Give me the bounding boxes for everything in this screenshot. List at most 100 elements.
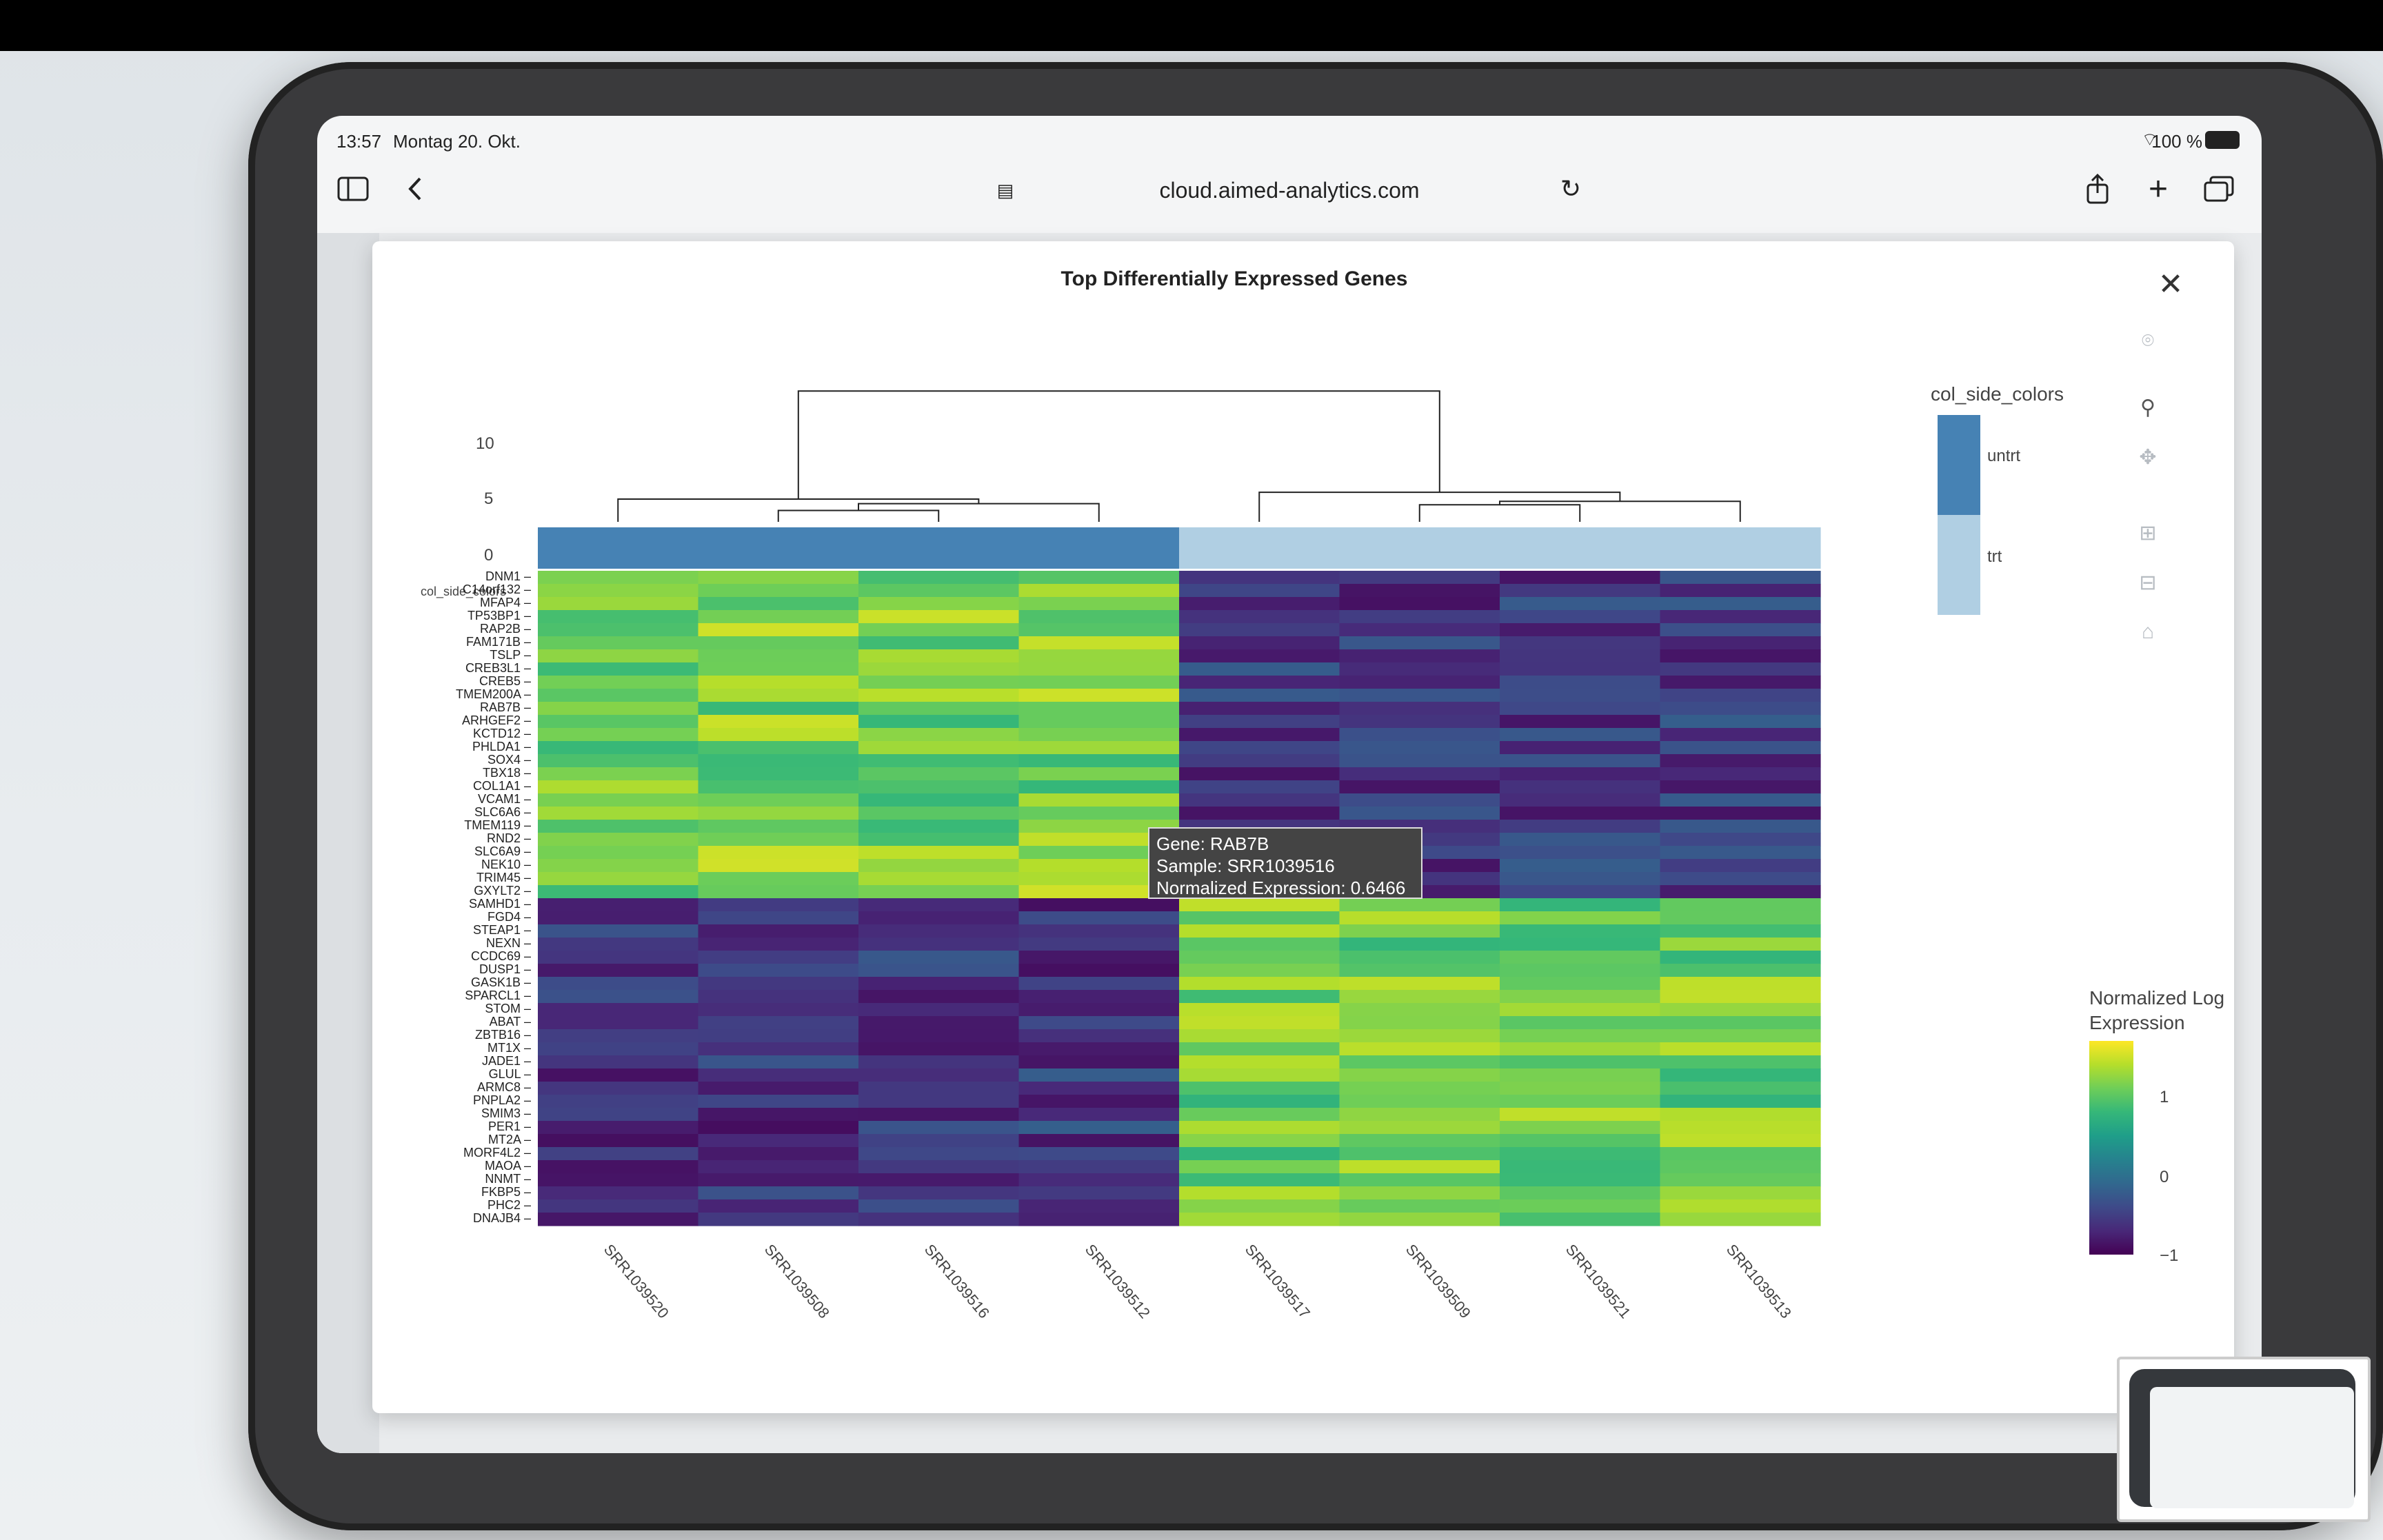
heatmap-cell[interactable]: [1500, 833, 1661, 847]
heatmap-cell[interactable]: [858, 767, 1020, 781]
heatmap-cell[interactable]: [858, 1055, 1020, 1069]
heatmap-cell[interactable]: [1179, 1082, 1340, 1095]
heatmap-cell[interactable]: [1018, 1186, 1180, 1200]
heatmap-cell[interactable]: [698, 846, 859, 860]
heatmap-cell[interactable]: [698, 1042, 859, 1056]
heatmap-cell[interactable]: [858, 977, 1020, 991]
heatmap-cell[interactable]: [1018, 1055, 1180, 1069]
heatmap-cell[interactable]: [1179, 610, 1340, 624]
heatmap-cell[interactable]: [1500, 597, 1661, 611]
heatmap-cell[interactable]: [698, 793, 859, 807]
heatmap-cell[interactable]: [1660, 807, 1821, 820]
heatmap-cell[interactable]: [698, 820, 859, 833]
heatmap-cell[interactable]: [858, 1147, 1020, 1161]
heatmap-cell[interactable]: [1018, 951, 1180, 964]
heatmap-cell[interactable]: [858, 1134, 1020, 1148]
heatmap-cell[interactable]: [1500, 924, 1661, 938]
heatmap-cell[interactable]: [698, 610, 859, 624]
heatmap-cell[interactable]: [858, 1042, 1020, 1056]
heatmap-cell[interactable]: [858, 951, 1020, 964]
heatmap-cell[interactable]: [1018, 977, 1180, 991]
sidebar-toggle-icon[interactable]: [331, 167, 375, 211]
heatmap-cell[interactable]: [538, 636, 699, 650]
heatmap-cell[interactable]: [1179, 780, 1340, 794]
heatmap-cell[interactable]: [1500, 676, 1661, 689]
heatmap-cell[interactable]: [858, 662, 1020, 676]
heatmap-cell[interactable]: [1660, 662, 1821, 676]
heatmap-cell[interactable]: [1660, 1199, 1821, 1213]
heatmap-cell[interactable]: [1018, 1160, 1180, 1174]
zoom-out-icon[interactable]: ⊟: [2139, 571, 2157, 594]
heatmap-cell[interactable]: [858, 741, 1020, 755]
heatmap-cell[interactable]: [1500, 1213, 1661, 1226]
heatmap-cell[interactable]: [698, 1003, 859, 1017]
heatmap-cell[interactable]: [1500, 859, 1661, 873]
heatmap-cell[interactable]: [1660, 741, 1821, 755]
heatmap-cell[interactable]: [1500, 977, 1661, 991]
heatmap-cell[interactable]: [698, 1199, 859, 1213]
heatmap-cell[interactable]: [1018, 898, 1180, 912]
heatmap-cell[interactable]: [858, 898, 1020, 912]
heatmap-cell[interactable]: [698, 1108, 859, 1122]
heatmap-cell[interactable]: [538, 1055, 699, 1069]
heatmap-cell[interactable]: [698, 938, 859, 951]
heatmap-cell[interactable]: [1339, 1213, 1500, 1226]
heatmap-cell[interactable]: [1179, 728, 1340, 742]
heatmap-cell[interactable]: [1179, 1213, 1340, 1226]
heatmap-cell[interactable]: [1660, 780, 1821, 794]
tabs-overview-icon[interactable]: [2197, 167, 2241, 211]
heatmap-cell[interactable]: [538, 1016, 699, 1030]
heatmap-cell[interactable]: [1179, 649, 1340, 663]
heatmap-cell[interactable]: [538, 872, 699, 886]
heatmap-cell[interactable]: [1500, 780, 1661, 794]
heatmap-cell[interactable]: [1339, 689, 1500, 702]
heatmap-cell[interactable]: [858, 807, 1020, 820]
heatmap-cell[interactable]: [1179, 964, 1340, 977]
heatmap-cell[interactable]: [1660, 924, 1821, 938]
heatmap-cell[interactable]: [858, 964, 1020, 977]
heatmap-cell[interactable]: [538, 1186, 699, 1200]
heatmap-cell[interactable]: [538, 898, 699, 912]
heatmap-cell[interactable]: [1339, 702, 1500, 716]
heatmap-cell[interactable]: [538, 623, 699, 637]
heatmap-cell[interactable]: [1339, 1016, 1500, 1030]
picture-in-picture-thumbnail[interactable]: [2117, 1357, 2371, 1522]
heatmap-cell[interactable]: [698, 1082, 859, 1095]
heatmap-cell[interactable]: [1339, 1199, 1500, 1213]
heatmap-cell[interactable]: [1500, 1042, 1661, 1056]
heatmap-cell[interactable]: [1500, 584, 1661, 598]
heatmap-cell[interactable]: [1660, 1055, 1821, 1069]
heatmap-cell[interactable]: [1339, 911, 1500, 925]
heatmap-cell[interactable]: [858, 1160, 1020, 1174]
heatmap-cell[interactable]: [1660, 571, 1821, 585]
heatmap-cell[interactable]: [1018, 859, 1180, 873]
heatmap-cell[interactable]: [1018, 571, 1180, 585]
heatmap-cell[interactable]: [1179, 990, 1340, 1004]
heatmap-cell[interactable]: [1500, 636, 1661, 650]
heatmap-cell[interactable]: [858, 1095, 1020, 1108]
heatmap-cell[interactable]: [1339, 715, 1500, 729]
heatmap-cell[interactable]: [1660, 977, 1821, 991]
heatmap-cell[interactable]: [698, 1147, 859, 1161]
heatmap-cell[interactable]: [1179, 1016, 1340, 1030]
heatmap-cell[interactable]: [1339, 636, 1500, 650]
heatmap-cell[interactable]: [1018, 636, 1180, 650]
zoom-in-icon[interactable]: ⊞: [2139, 521, 2157, 545]
heatmap-cell[interactable]: [1660, 833, 1821, 847]
heatmap-cell[interactable]: [1018, 1173, 1180, 1187]
heatmap-cell[interactable]: [1500, 715, 1661, 729]
heatmap-cell[interactable]: [1660, 689, 1821, 702]
heatmap-cell[interactable]: [698, 754, 859, 768]
heatmap-cell[interactable]: [858, 676, 1020, 689]
heatmap-cell[interactable]: [1179, 924, 1340, 938]
heatmap-cell[interactable]: [1018, 689, 1180, 702]
heatmap-cell[interactable]: [1179, 938, 1340, 951]
heatmap-cell[interactable]: [1179, 1160, 1340, 1174]
heatmap-cell[interactable]: [1179, 911, 1340, 925]
heatmap-cell[interactable]: [1339, 662, 1500, 676]
heatmap-cell[interactable]: [1660, 623, 1821, 637]
heatmap-cell[interactable]: [1179, 584, 1340, 598]
heatmap-cell[interactable]: [1660, 898, 1821, 912]
heatmap-cell[interactable]: [858, 571, 1020, 585]
heatmap-cell[interactable]: [1339, 1029, 1500, 1043]
